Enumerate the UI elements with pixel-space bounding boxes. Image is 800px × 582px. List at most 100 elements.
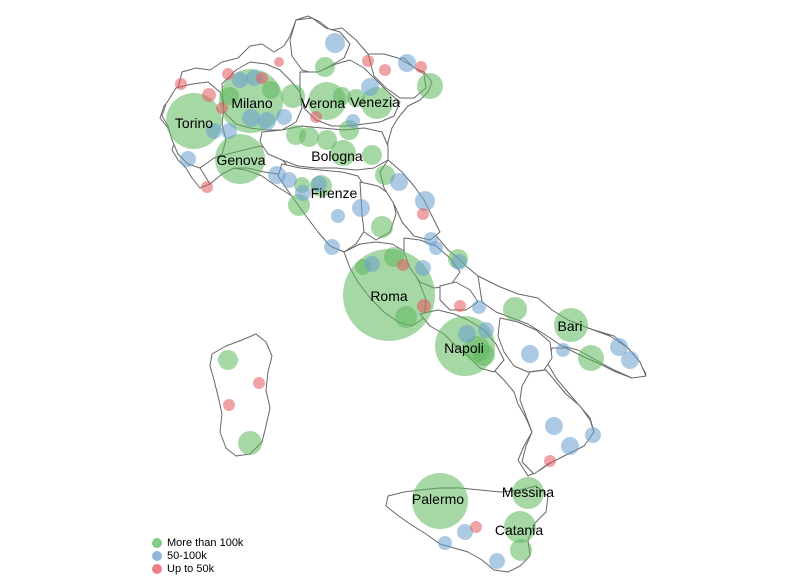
city-bubble-small: [202, 88, 216, 102]
city-bubble-medium: [478, 322, 494, 338]
city-bubble-medium: [415, 191, 435, 211]
city-bubble-medium: [364, 256, 380, 272]
city-bubble-medium: [346, 114, 360, 128]
city-bubble-medium: [438, 536, 452, 550]
city-bubble-medium: [561, 437, 579, 455]
city-bubble-large: [371, 216, 393, 238]
city-bubble-medium: [258, 112, 276, 130]
city-bubble-medium: [361, 78, 379, 96]
city-bubble-small: [454, 300, 466, 312]
city-label-messina: Messina: [502, 484, 554, 500]
city-bubble-medium: [545, 417, 563, 435]
city-label-torino: Torino: [175, 115, 213, 131]
city-label-venezia: Venezia: [350, 94, 400, 110]
city-bubble-medium: [206, 123, 222, 139]
city-bubble-medium: [451, 254, 467, 270]
city-bubble-medium: [232, 72, 248, 88]
city-label-firenze: Firenze: [311, 185, 358, 201]
city-bubble-small: [256, 72, 268, 84]
city-bubble-small: [362, 55, 374, 67]
city-bubble-large: [317, 130, 337, 150]
city-bubble-large: [262, 81, 280, 99]
city-bubble-medium: [458, 325, 476, 343]
city-bubble-medium: [521, 345, 539, 363]
city-bubble-large: [395, 306, 417, 328]
city-label-catania: Catania: [495, 522, 543, 538]
city-bubble-medium: [325, 33, 345, 53]
legend-label-small: Up to 50k: [167, 562, 215, 575]
city-bubble-medium: [610, 338, 628, 356]
city-bubble-large: [504, 511, 536, 543]
city-bubble-medium: [221, 123, 237, 139]
city-bubble-medium: [585, 427, 601, 443]
city-bubble-large: [512, 477, 544, 509]
city-bubble-large: [218, 350, 238, 370]
city-bubble-small: [397, 259, 409, 271]
city-label-roma: Roma: [370, 288, 408, 304]
city-bubble-large: [578, 345, 604, 371]
city-bubble-small: [222, 68, 234, 80]
city-bubble-small: [415, 61, 427, 73]
city-bubble-medium: [489, 553, 505, 569]
city-bubble-large: [238, 431, 262, 455]
city-label-palermo: Palermo: [412, 491, 464, 507]
city-bubble-small: [201, 181, 213, 193]
city-labels: Torino Milano Verona Venezia Genova Bologna Fi…: [175, 94, 583, 538]
city-bubble-small: [216, 102, 228, 114]
city-label-genova: Genova: [216, 152, 265, 168]
city-bubble-large: [330, 140, 356, 166]
city-bubble-medium: [352, 199, 370, 217]
city-bubble-large: [333, 87, 351, 105]
city-bubble-medium: [311, 176, 327, 192]
city-bubble-medium: [457, 524, 473, 540]
city-bubble-medium: [398, 54, 416, 72]
city-bubble-large: [215, 134, 265, 184]
legend-item-large: More than 100k: [152, 536, 243, 549]
city-bubble-medium: [331, 209, 345, 223]
city-bubble-medium: [415, 260, 431, 276]
city-bubble-large: [375, 165, 395, 185]
city-bubble-medium: [429, 241, 443, 255]
city-bubble-large: [221, 87, 239, 105]
city-label-verona: Verona: [301, 95, 346, 111]
city-label-bari: Bari: [558, 318, 583, 334]
city-label-napoli: Napoli: [444, 340, 484, 356]
city-bubble-large: [315, 57, 335, 77]
city-bubble-large: [554, 308, 588, 342]
city-bubble-small: [310, 111, 322, 123]
region-molise: [439, 281, 479, 311]
city-bubble-large: [503, 297, 527, 321]
city-bubble-small: [379, 64, 391, 76]
city-bubble-medium: [324, 239, 340, 255]
city-bubble-medium: [276, 109, 292, 125]
city-bubble-medium: [472, 300, 486, 314]
city-bubble-large: [510, 539, 532, 561]
legend-swatch-large: [152, 537, 162, 548]
city-label-milano: Milano: [231, 95, 272, 111]
legend-label-medium: 50-100k: [167, 549, 207, 562]
legend-swatch-medium: [152, 550, 162, 561]
city-bubble-medium: [242, 109, 260, 127]
city-bubble-large: [473, 344, 495, 366]
city-bubble-large: [286, 125, 306, 145]
city-bubble-small: [544, 455, 556, 467]
city-bubble-medium: [180, 151, 196, 167]
city-bubble-medium: [390, 173, 408, 191]
city-label-bologna: Bologna: [311, 148, 363, 164]
city-bubble-small: [253, 377, 265, 389]
region-trentino: [289, 17, 351, 75]
city-bubble-small: [223, 399, 235, 411]
legend-item-small: Up to 50k: [152, 562, 243, 575]
city-bubble-medium: [621, 351, 639, 369]
city-bubble-medium: [281, 172, 297, 188]
legend-swatch-small: [152, 563, 162, 574]
city-bubble-large: [412, 473, 468, 529]
city-bubble-medium: [295, 185, 311, 201]
legend-item-medium: 50-100k: [152, 549, 243, 562]
legend: More than 100k 50-100k Up to 50k: [152, 536, 243, 575]
city-bubble-large: [417, 73, 443, 99]
city-bubble-small: [417, 208, 429, 220]
city-bubble-large: [347, 89, 365, 107]
legend-label-large: More than 100k: [167, 536, 244, 549]
